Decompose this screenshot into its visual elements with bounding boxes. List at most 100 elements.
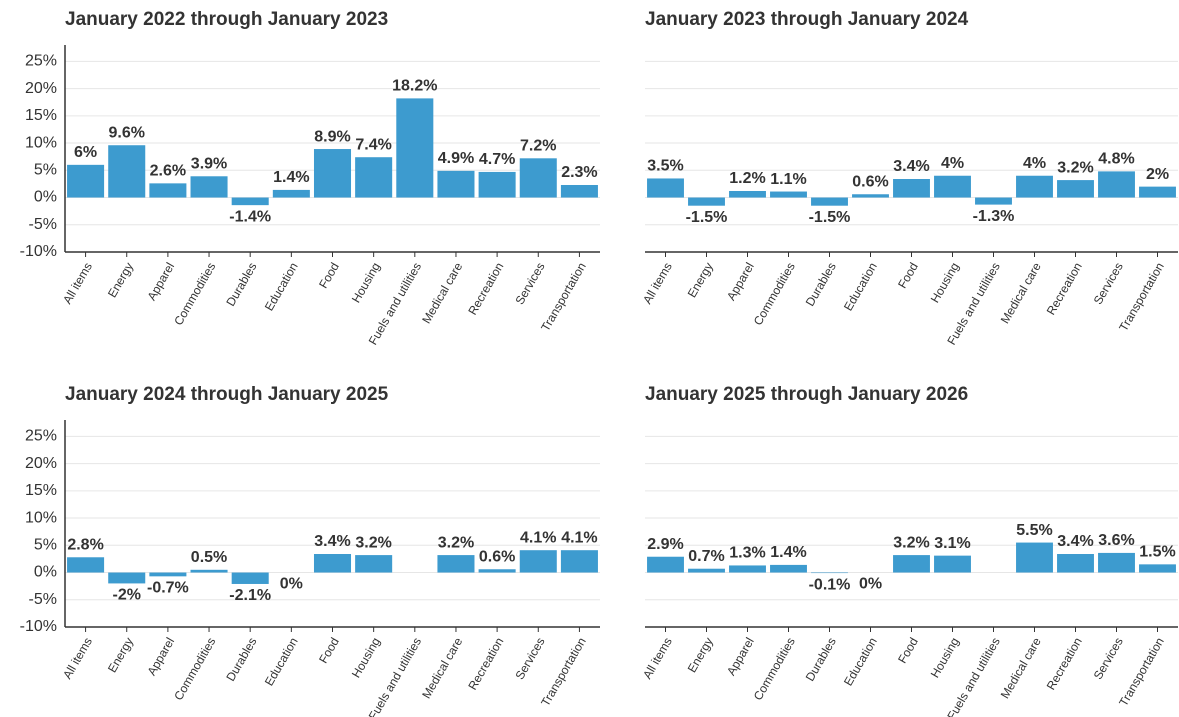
value-label: -1.3%	[973, 208, 1015, 225]
value-label: 0.5%	[191, 549, 227, 566]
x-tick-label: Durables	[223, 260, 259, 309]
y-tick-label: 20%	[25, 455, 57, 472]
y-tick-label: 20%	[25, 80, 57, 97]
bar	[934, 555, 971, 573]
bar	[1057, 180, 1094, 198]
bar	[190, 569, 228, 573]
bar	[1098, 552, 1135, 573]
x-tick-label: Transportation	[1116, 635, 1167, 709]
x-tick-label: Energy	[685, 635, 716, 675]
value-label: 1.4%	[770, 544, 806, 561]
chart-title: January 2023 through January 2024	[645, 9, 969, 30]
x-tick-label: Food	[895, 635, 921, 666]
bar	[688, 197, 725, 206]
bar	[313, 149, 352, 198]
bar	[478, 569, 516, 573]
x-tick-label: All items	[640, 635, 675, 681]
bar	[519, 550, 557, 573]
x-tick-label: Housing	[349, 260, 383, 305]
x-tick-label: Apparel	[144, 260, 177, 303]
bar	[770, 564, 807, 573]
bar	[67, 557, 105, 573]
value-label: 9.6%	[108, 124, 144, 141]
value-label: 8.9%	[314, 128, 350, 145]
bar	[729, 190, 766, 198]
y-tick-label: 15%	[25, 107, 57, 124]
value-label: -0.7%	[147, 580, 189, 597]
x-tick-label: Commodities	[171, 260, 218, 328]
value-label: -0.1%	[809, 576, 851, 593]
value-label: 2.6%	[150, 163, 186, 180]
bar	[519, 158, 557, 198]
x-tick-label: Recreation	[1044, 635, 1085, 692]
value-label: 0.6%	[479, 548, 515, 565]
value-label: 4.9%	[438, 150, 474, 167]
value-label: 3.4%	[314, 533, 350, 550]
x-tick-label: Housing	[928, 260, 962, 305]
value-label: 3.5%	[647, 158, 683, 175]
y-tick-label: 10%	[25, 509, 57, 526]
x-tick-label: Food	[895, 260, 921, 291]
x-tick-label: Apparel	[144, 635, 177, 678]
value-label: 3.1%	[934, 535, 970, 552]
bar	[975, 197, 1012, 205]
bar	[437, 555, 475, 573]
x-tick-label: Education	[262, 260, 301, 313]
value-label: 2.3%	[561, 164, 597, 181]
x-tick-label: Services	[512, 635, 547, 682]
x-tick-label: Recreation	[1044, 260, 1085, 317]
value-label: 4.8%	[1098, 151, 1134, 168]
value-label: 7.2%	[520, 138, 556, 155]
chart-title: January 2024 through January 2025	[65, 384, 389, 405]
value-label: 3.9%	[191, 156, 227, 173]
x-tick-label: Commodities	[751, 635, 798, 703]
value-label: 1.2%	[729, 170, 765, 187]
value-label: 0%	[280, 576, 303, 593]
y-tick-label: 0%	[34, 564, 57, 581]
bar	[478, 171, 516, 198]
bar	[647, 178, 684, 198]
y-tick-label: 15%	[25, 482, 57, 499]
bar	[355, 157, 393, 198]
value-label: 4.1%	[561, 529, 597, 546]
value-label: 3.2%	[438, 534, 474, 551]
x-tick-label: Recreation	[465, 260, 506, 317]
y-tick-label: 25%	[25, 53, 57, 70]
x-tick-label: Medical care	[419, 635, 465, 701]
x-tick-label: Education	[841, 260, 880, 313]
value-label: 4.1%	[520, 529, 556, 546]
y-tick-label: -10%	[20, 243, 57, 260]
value-label: 7.4%	[355, 136, 391, 153]
value-label: 18.2%	[392, 78, 437, 95]
bar	[893, 179, 930, 198]
bar	[190, 176, 228, 198]
y-tick-label: -5%	[29, 591, 57, 608]
value-label: 4.7%	[479, 151, 515, 168]
value-label: 3.6%	[1098, 532, 1134, 549]
bar	[893, 555, 930, 573]
chart-title: January 2022 through January 2023	[65, 9, 388, 30]
bar	[688, 568, 725, 573]
x-tick-label: Apparel	[724, 260, 757, 303]
bar	[231, 197, 269, 206]
y-tick-label: 25%	[25, 428, 57, 445]
x-tick-label: Education	[262, 635, 301, 688]
value-label: 2.9%	[647, 536, 683, 553]
value-label: -1.4%	[229, 208, 271, 225]
x-tick-label: Energy	[105, 260, 136, 300]
bar	[149, 572, 187, 577]
value-label: -1.5%	[809, 209, 851, 226]
bar	[313, 554, 352, 573]
bar	[1016, 175, 1053, 198]
x-tick-label: Transportation	[538, 635, 589, 709]
x-tick-label: Apparel	[724, 635, 757, 678]
chart-title: January 2025 through January 2026	[645, 384, 968, 405]
bar	[560, 184, 598, 198]
y-tick-label: 5%	[34, 537, 57, 554]
bar	[355, 555, 393, 573]
value-label: -1.5%	[686, 209, 728, 226]
y-tick-label: 5%	[34, 162, 57, 179]
value-label: 3.2%	[355, 534, 391, 551]
x-tick-label: Commodities	[751, 260, 798, 328]
